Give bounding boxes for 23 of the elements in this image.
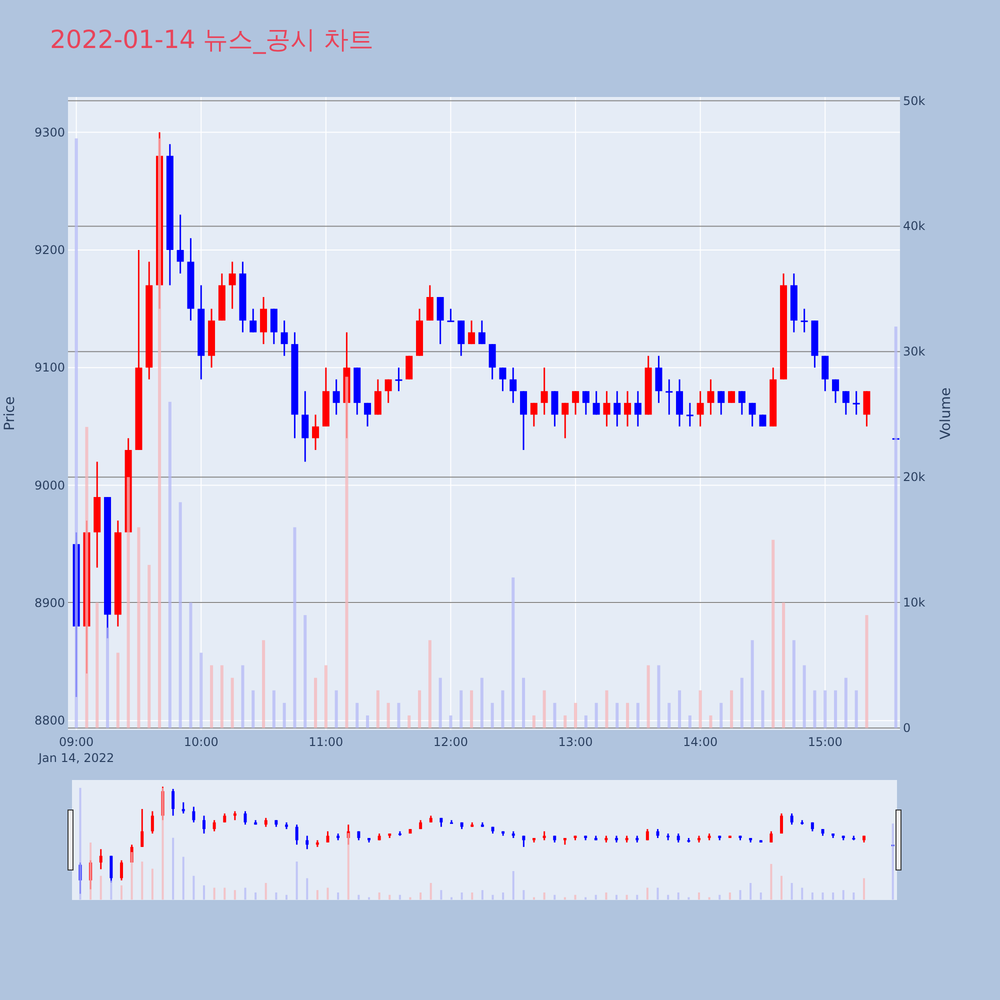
y2-axis-title: Volume (938, 387, 954, 440)
y2-tick-label: 30k (903, 344, 926, 359)
y-axis-title: Price (2, 396, 18, 431)
y2-tick-label: 0 (903, 720, 911, 735)
x-tick-label: 12:00 (433, 735, 468, 749)
text: Jan 14, 2022 (37, 751, 114, 765)
y2-tick-label: 10k (903, 596, 926, 610)
x-tick-label: 09:00 (59, 735, 94, 749)
y-tick-label: 8800 (34, 714, 65, 728)
chart-title: 2022-01-14 뉴스_공시 차트 (50, 25, 374, 54)
y-tick-label: 9300 (34, 125, 65, 140)
y-tick-label: 9200 (34, 242, 65, 257)
x-tick-label: 13:00 (558, 735, 593, 749)
y2-tick-label: 50k (903, 94, 926, 108)
x-tick-label: 14:00 (683, 735, 718, 749)
y-tick-label: 9000 (34, 478, 65, 492)
x-tick-label: 11:00 (308, 735, 344, 749)
y-tick-label: 9100 (34, 360, 65, 375)
y2-tick-label: 40k (903, 219, 926, 234)
y2-tick-label: 20k (903, 470, 926, 484)
x-tick-label: 15:00 (808, 735, 842, 749)
x-tick-label: 10:00 (184, 735, 218, 749)
y-tick-label: 8900 (34, 596, 65, 610)
